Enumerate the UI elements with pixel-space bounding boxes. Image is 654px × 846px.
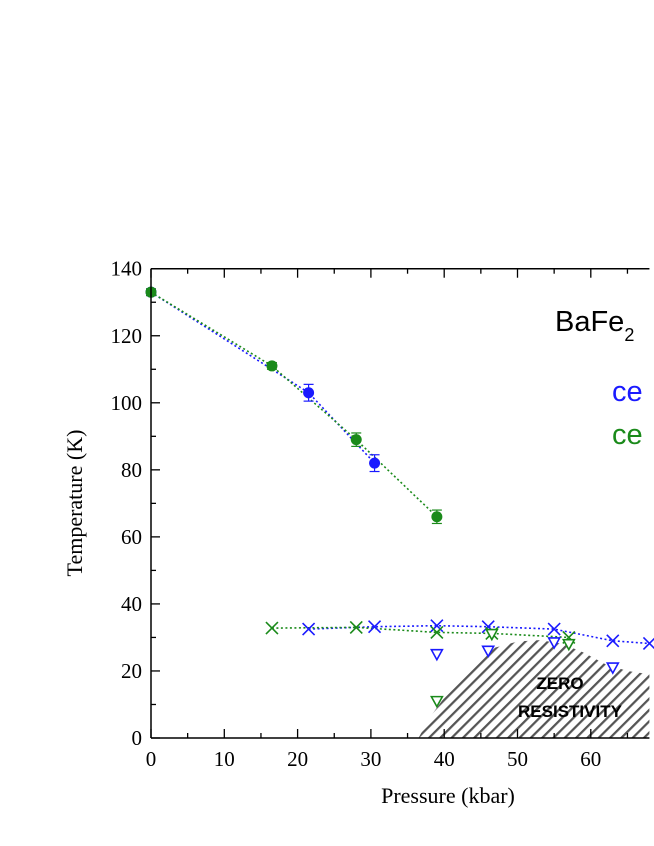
data-point-2-2 bbox=[430, 619, 444, 633]
region-label-line2: RESISTIVITY bbox=[518, 702, 623, 721]
y-tick-label: 100 bbox=[111, 391, 143, 415]
data-point-2-1 bbox=[367, 620, 382, 634]
legend: BaFe2 ce ce bbox=[555, 306, 643, 451]
x-tick-label: 60 bbox=[580, 747, 601, 771]
x-tick-label: 10 bbox=[214, 747, 235, 771]
data-point-1-1 bbox=[266, 360, 278, 372]
data-point-5-0 bbox=[430, 695, 444, 709]
data-point-0-2 bbox=[369, 454, 381, 473]
legend-compound-sub: 2 bbox=[624, 325, 634, 345]
data-point-3-0 bbox=[265, 621, 279, 635]
y-tick-label: 60 bbox=[121, 525, 142, 549]
data-point-4-3 bbox=[605, 662, 620, 675]
y-tick-label: 120 bbox=[111, 324, 143, 348]
data-point-3-2 bbox=[430, 625, 444, 639]
svg-text:BaFe2: BaFe2 bbox=[555, 306, 634, 345]
data-point-5-1 bbox=[484, 628, 499, 642]
x-tick-label: 0 bbox=[146, 747, 157, 771]
zero-resistivity-region bbox=[418, 640, 650, 738]
y-tick-label: 0 bbox=[132, 726, 143, 750]
axes: 0 10 20 30 40 50 60 0 20 40 60 80 100 120 140 bbox=[111, 257, 650, 771]
data-point-2-6 bbox=[642, 636, 654, 651]
data-point-2-4 bbox=[547, 622, 561, 636]
x-tick-label: 30 bbox=[360, 747, 381, 771]
legend-entry-blue: ce bbox=[612, 376, 643, 408]
y-tick-label: 20 bbox=[121, 659, 142, 683]
data-point-3-1 bbox=[349, 620, 363, 634]
data-point-1-2 bbox=[350, 432, 362, 447]
y-axis-title: Temperature (K) bbox=[62, 430, 87, 577]
data-point-4-0 bbox=[430, 648, 444, 662]
series-line-1 bbox=[151, 291, 438, 518]
y-tick-label: 80 bbox=[121, 458, 142, 482]
region-label-line1: ZERO bbox=[536, 674, 583, 693]
x-axis-title: Pressure (kbar) bbox=[381, 783, 515, 808]
series-line-0 bbox=[151, 291, 376, 464]
data-point-4-2 bbox=[547, 637, 562, 650]
data-point-2-5 bbox=[606, 634, 620, 648]
data-markers bbox=[145, 286, 654, 709]
x-tick-label: 40 bbox=[434, 747, 455, 771]
data-point-2-0 bbox=[302, 622, 316, 636]
y-tick-label: 140 bbox=[111, 257, 143, 281]
hatched-region bbox=[418, 640, 650, 738]
data-point-0-1 bbox=[303, 383, 315, 402]
x-tick-label: 50 bbox=[507, 747, 528, 771]
series-line-2 bbox=[308, 624, 650, 645]
legend-entry-green: ce bbox=[612, 419, 643, 451]
y-tick-label: 40 bbox=[121, 592, 142, 616]
series-line-3 bbox=[271, 626, 569, 639]
series-lines bbox=[151, 291, 650, 645]
data-point-1-3 bbox=[431, 509, 443, 525]
data-point-4-1 bbox=[481, 645, 496, 659]
x-tick-label: 20 bbox=[287, 747, 308, 771]
legend-compound: BaFe bbox=[555, 306, 624, 338]
data-point-5-2 bbox=[561, 638, 576, 652]
